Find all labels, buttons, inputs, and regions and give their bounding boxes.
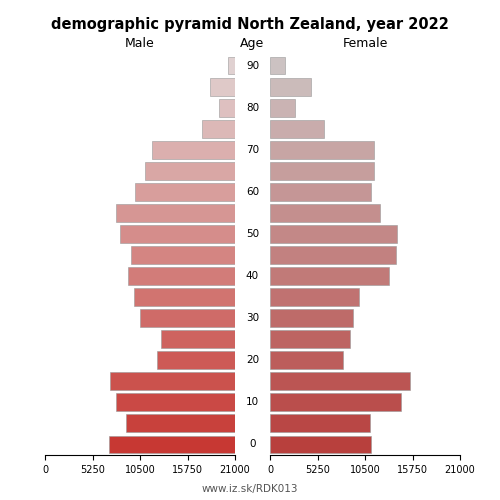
Bar <box>270 288 358 306</box>
Text: 70: 70 <box>246 144 259 154</box>
Bar <box>270 267 390 285</box>
Text: 20: 20 <box>246 356 259 366</box>
Bar <box>161 330 235 348</box>
Bar <box>270 78 310 96</box>
Bar <box>270 330 349 348</box>
Bar <box>270 436 372 454</box>
Bar <box>134 288 235 306</box>
Text: demographic pyramid North Zealand, year 2022: demographic pyramid North Zealand, year … <box>51 18 449 32</box>
Bar <box>270 120 324 138</box>
Text: Male: Male <box>125 37 155 50</box>
Text: 10: 10 <box>246 398 259 407</box>
Bar <box>270 204 380 222</box>
Bar <box>270 141 374 158</box>
Bar <box>270 352 344 369</box>
Bar <box>126 414 235 432</box>
Bar <box>131 246 235 264</box>
Bar <box>270 414 370 432</box>
Bar <box>120 225 235 243</box>
Bar <box>116 204 235 222</box>
Text: 60: 60 <box>246 187 259 197</box>
Bar <box>109 436 235 454</box>
Bar <box>136 183 235 201</box>
Text: 0: 0 <box>249 440 256 450</box>
Text: 90: 90 <box>246 60 259 70</box>
Bar <box>270 162 374 180</box>
Bar <box>270 309 353 327</box>
Text: Female: Female <box>342 37 388 50</box>
Text: 30: 30 <box>246 313 259 323</box>
Bar <box>270 56 285 74</box>
Bar <box>270 394 401 411</box>
Bar <box>210 78 235 96</box>
Bar <box>228 56 235 74</box>
Bar <box>270 98 295 116</box>
Bar <box>218 98 235 116</box>
Bar <box>270 246 396 264</box>
Bar <box>152 141 235 158</box>
Text: www.iz.sk/RDK013: www.iz.sk/RDK013 <box>202 484 298 494</box>
Text: Age: Age <box>240 37 264 50</box>
Bar <box>110 372 235 390</box>
Bar <box>270 225 396 243</box>
Bar <box>270 183 372 201</box>
Text: 80: 80 <box>246 102 259 113</box>
Bar <box>140 309 235 327</box>
Bar <box>116 394 235 411</box>
Text: 40: 40 <box>246 271 259 281</box>
Bar <box>270 372 410 390</box>
Bar <box>128 267 235 285</box>
Text: 50: 50 <box>246 229 259 239</box>
Bar <box>144 162 235 180</box>
Bar <box>202 120 235 138</box>
Bar <box>157 352 235 369</box>
